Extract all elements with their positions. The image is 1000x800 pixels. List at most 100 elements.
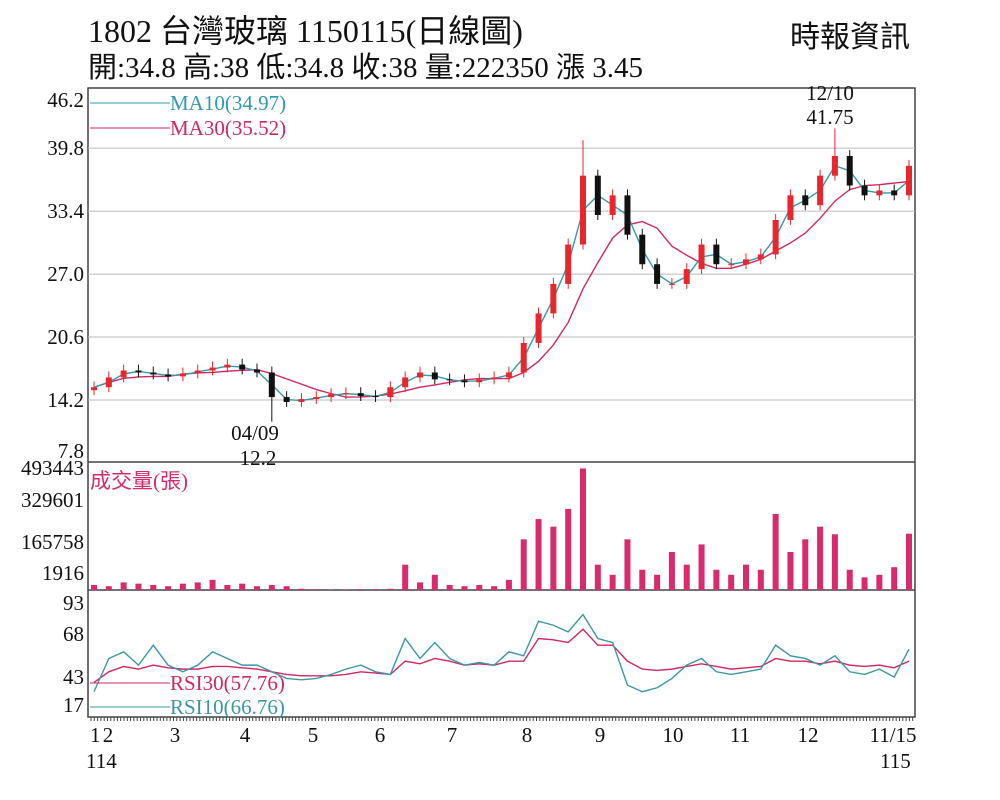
x-tick-label: 8: [522, 723, 533, 747]
volume-bar: [624, 539, 631, 590]
price-tick-label: 46.2: [47, 88, 84, 112]
candle-body: [268, 372, 275, 398]
candle-body: [446, 379, 453, 381]
volume-bar: [209, 579, 216, 590]
price-tick-label: 39.8: [47, 136, 84, 160]
volume-bar: [283, 586, 290, 590]
volume-bar: [861, 577, 868, 590]
volume-bar: [105, 586, 112, 590]
candle-body: [476, 379, 483, 383]
volume-bar: [580, 468, 586, 590]
volume-tick-label: 165758: [21, 530, 84, 554]
volume-bar: [179, 583, 186, 590]
candle-body: [520, 342, 527, 373]
volume-bar: [417, 582, 423, 590]
candle-body: [698, 244, 705, 270]
candle-body: [891, 190, 898, 196]
candle-body: [372, 396, 379, 398]
candle-body: [535, 313, 542, 343]
volume-bar: [135, 583, 142, 590]
candle-body: [668, 283, 675, 285]
volume-bar: [683, 564, 690, 590]
price-tick-label: 27.0: [47, 262, 84, 286]
candle-body: [239, 364, 246, 370]
candle-body: [683, 269, 690, 284]
volume-bar: [505, 579, 512, 590]
x-tick-label: 5: [308, 723, 319, 747]
candle-body: [624, 195, 631, 235]
x-year-end: 115: [880, 749, 911, 773]
volume-bar: [698, 544, 705, 590]
rsi10-line: [93, 613, 910, 693]
volume-bar: [476, 584, 483, 590]
candle-body: [817, 175, 824, 206]
volume-bar: [342, 589, 349, 590]
volume-bar: [224, 584, 231, 590]
candle-body: [906, 165, 912, 196]
price-tick-label: 20.6: [47, 325, 84, 349]
rsi30-legend: RSI30(57.76): [170, 671, 285, 695]
candle-body: [876, 190, 883, 196]
volume-bar: [431, 574, 438, 590]
rsi-tick-label: 93: [63, 591, 84, 615]
low-date-label: 04/09: [231, 421, 279, 445]
volume-bar: [520, 539, 527, 590]
volume-bar: [372, 589, 379, 590]
volume-bar: [757, 569, 764, 590]
candle-body: [135, 370, 142, 373]
volume-bar: [328, 589, 335, 590]
x-tick-label: 3: [170, 723, 181, 747]
x-year-start: 114: [86, 749, 117, 773]
volume-bar: [787, 552, 794, 590]
x-tick-label: 4: [240, 723, 251, 747]
chart-title: 1802 台灣玻璃 1150115(日線圖): [88, 13, 523, 49]
candle-body: [91, 387, 97, 391]
ma10-line: [93, 164, 910, 402]
plot-frame: [87, 87, 916, 718]
rsi-tick-label: 43: [63, 665, 84, 689]
volume-bar: [831, 534, 838, 590]
price-tick-label: 14.2: [47, 388, 84, 412]
volume-bar: [165, 586, 172, 590]
volume-bar: [357, 589, 364, 590]
candle-body: [609, 195, 616, 216]
candle-body: [387, 387, 394, 398]
candle-body: [639, 234, 646, 265]
rsi-tick-label: 17: [63, 693, 84, 717]
x-tick-label: 10: [663, 723, 684, 747]
volume-bar: [772, 514, 779, 590]
candle-body: [550, 283, 557, 314]
high-value-label: 41.75: [806, 105, 853, 129]
candle-body: [594, 175, 601, 216]
candle-body: [179, 373, 186, 377]
volume-bar: [817, 526, 824, 590]
candle-body: [298, 399, 305, 402]
volume-bar: [743, 564, 749, 590]
volume-bar: [654, 574, 661, 590]
source-label: 時報資訊: [790, 21, 910, 54]
candle-body: [357, 393, 364, 397]
volume-bar: [639, 569, 646, 590]
x-tick-label: 12: [798, 723, 819, 747]
candle-body: [342, 393, 349, 395]
volume-bar: [876, 574, 883, 590]
candle-body: [194, 370, 201, 374]
x-tick-label: 9: [595, 723, 606, 747]
candle-body: [713, 244, 720, 265]
candle-body: [461, 380, 468, 383]
candle-body: [743, 259, 749, 265]
volume-bar: [298, 588, 305, 590]
volume-bar: [609, 574, 616, 590]
volume-bar: [194, 582, 201, 590]
candle-body: [209, 367, 216, 371]
candle-body: [283, 397, 290, 402]
rsi10-legend: RSI10(66.76): [170, 695, 285, 719]
volume-bar: [446, 584, 453, 590]
volume-bar: [594, 564, 601, 590]
ohlc-summary: 開:34.8 高:38 低:34.8 收:38 量:222350 漲 3.45: [88, 52, 644, 84]
volume-bar: [891, 567, 898, 590]
x-tick-label: 2: [103, 723, 114, 747]
price-tick-label: 7.8: [58, 439, 84, 463]
volume-bar: [313, 589, 320, 590]
volume-bar: [668, 552, 675, 590]
